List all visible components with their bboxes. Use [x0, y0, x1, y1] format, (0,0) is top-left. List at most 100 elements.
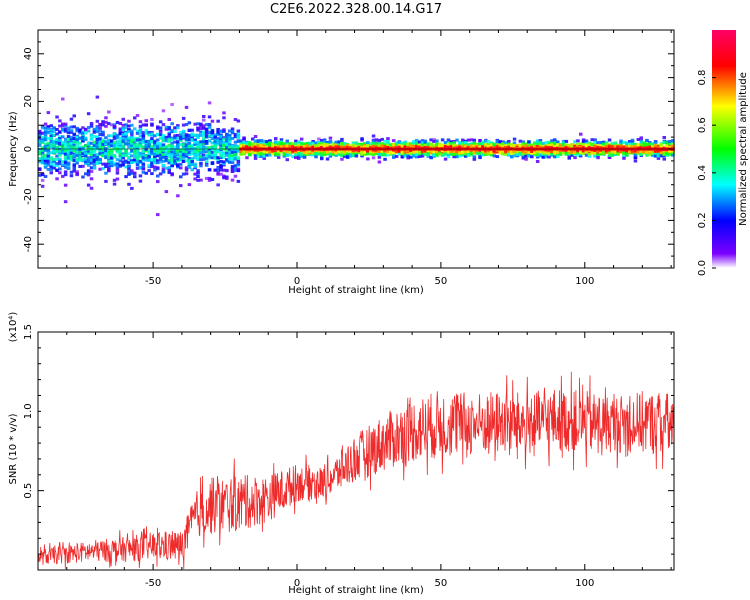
spectrum-cell	[538, 145, 543, 149]
spectrum-cell	[127, 130, 131, 134]
spectrum-cell	[84, 151, 88, 155]
spectrum-cell	[222, 130, 226, 133]
spectrum-cell	[268, 149, 272, 153]
spectrum-cell	[328, 152, 333, 156]
spectrum-cell	[86, 163, 91, 167]
spectrum-cell	[340, 153, 344, 157]
spectrum-cell	[242, 152, 246, 156]
spectrum-cell	[190, 160, 194, 164]
spectrum-cell	[314, 141, 318, 145]
spectrum-cell	[75, 154, 79, 158]
spectrum-cell	[242, 137, 246, 141]
spectrum-cell	[400, 144, 405, 148]
spectrum-cell	[202, 118, 206, 122]
spectrum-cell	[461, 138, 465, 142]
spectrum-cell	[181, 172, 186, 176]
spectrum-cell	[43, 122, 48, 126]
spectrum-cell	[75, 126, 79, 130]
spectrum-cell	[196, 128, 200, 132]
spectrum-cell	[369, 142, 373, 146]
spectrum-cell	[167, 133, 171, 137]
spectrum-cell	[216, 156, 220, 160]
spectrum-cell	[233, 164, 238, 168]
spectrum-cell	[52, 157, 56, 161]
spectrum-cell	[101, 146, 105, 150]
spectrum-cell	[69, 141, 74, 145]
spectrum-cell	[202, 124, 206, 128]
spectrum-cell	[150, 165, 154, 169]
spectrum-cell	[403, 140, 407, 144]
spectrum-cell	[173, 158, 177, 162]
spectrum-cell	[109, 161, 114, 165]
spectrum-cell	[222, 137, 226, 141]
spectrum-cell	[538, 144, 543, 147]
spectrum-cell	[176, 136, 180, 140]
spectrum-cell	[55, 161, 59, 165]
spectrum-cell	[210, 150, 215, 154]
spectrum-cell	[498, 140, 502, 144]
spectrum-cell	[46, 127, 51, 131]
spectrum-cell	[84, 162, 88, 165]
spectrum-cell	[176, 140, 180, 144]
spectrum-cell	[207, 130, 212, 134]
spectrum-cell	[265, 151, 269, 155]
spectrum-cell	[78, 155, 82, 159]
spectrum-cell	[179, 133, 183, 137]
spectrum-cell	[472, 155, 477, 159]
spectrum-cell	[193, 177, 197, 181]
spectrum-cell	[170, 138, 174, 142]
spectrum-cell	[43, 159, 48, 162]
spectrum-cell	[147, 144, 151, 148]
spectrum-cell	[556, 140, 560, 144]
spectrum-cell	[233, 133, 238, 136]
spectrum-cell	[576, 153, 580, 157]
spectrum-cell	[89, 146, 94, 150]
spectrum-cell	[389, 152, 393, 156]
spectrum-cell	[216, 128, 220, 132]
spectrum-cell	[81, 136, 85, 140]
spectrum-cell	[63, 163, 68, 167]
spectrum-cell	[417, 140, 422, 144]
spectrum-cell	[161, 153, 166, 156]
spectrum-cell	[58, 151, 62, 155]
spectrum-cell	[478, 152, 482, 156]
spectrum-cell	[176, 133, 180, 137]
spectrum-cell	[141, 158, 146, 162]
spectrum-cell	[176, 149, 180, 152]
spectrum-cell	[104, 120, 108, 124]
spectrum-cell	[311, 153, 315, 157]
spectrum-cell	[95, 95, 100, 99]
spectrum-cell	[144, 140, 148, 143]
spectrum-cell	[196, 148, 200, 152]
spectrum-cell	[75, 135, 79, 139]
spectrum-cell	[124, 134, 128, 138]
spectrum-cell	[466, 153, 471, 157]
spectrum-cell	[184, 105, 189, 109]
spectrum-cell	[449, 152, 453, 156]
spectrum-cell	[109, 158, 114, 162]
spectrum-cell	[351, 154, 356, 158]
spectrum-cell	[320, 152, 324, 156]
spectrum-cell	[426, 153, 430, 157]
spectrum-cell	[95, 155, 100, 159]
spectrum-cell	[535, 160, 540, 163]
spectrum-cell	[156, 213, 160, 217]
spectrum-cell	[150, 132, 154, 136]
spectrum-cell	[507, 139, 511, 143]
spectrum-cell	[501, 142, 505, 145]
spectrum-cell	[538, 154, 543, 158]
spectrum-cell	[199, 148, 203, 152]
spectrum-cell	[567, 151, 571, 155]
spectrum-cell	[95, 157, 100, 161]
spectrum-cell	[147, 151, 151, 155]
spectrum-cell	[190, 168, 194, 172]
spectrum-cell	[109, 141, 114, 145]
spectrum-cell	[481, 153, 485, 157]
spectrum-cell	[181, 136, 186, 140]
spectrum-cell	[133, 175, 137, 179]
spectrum-cell	[573, 145, 577, 149]
spectrum-cell	[328, 139, 333, 143]
spectrum-cell	[489, 150, 494, 154]
spectrum-cell	[392, 139, 396, 143]
spectrum-cell	[282, 151, 287, 155]
